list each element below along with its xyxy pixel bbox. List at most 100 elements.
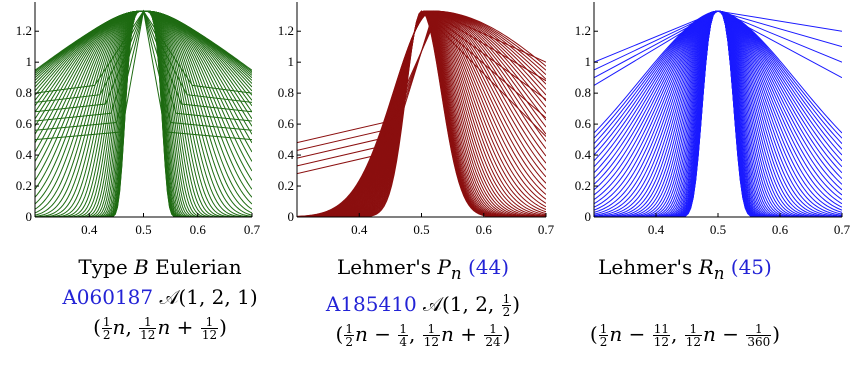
caption-title: Lehmer's Pn (44) bbox=[336, 255, 510, 283]
series-line bbox=[594, 10, 842, 217]
series-line bbox=[594, 10, 842, 217]
series-line bbox=[35, 10, 252, 217]
series-line bbox=[35, 10, 252, 217]
x-tick-label: 0.5 bbox=[135, 222, 151, 237]
series-line bbox=[594, 10, 842, 217]
series-line bbox=[594, 10, 842, 217]
y-tick-label: 0.4 bbox=[16, 147, 33, 162]
y-tick-label: 0.6 bbox=[575, 116, 592, 131]
series-line bbox=[297, 22, 546, 144]
x-tick-label: 0.5 bbox=[710, 222, 726, 237]
x-tick-label: 0.6 bbox=[772, 222, 789, 237]
x-tick-label: 0.7 bbox=[538, 222, 555, 237]
series-line bbox=[594, 10, 842, 217]
series-line bbox=[594, 10, 842, 200]
series-line bbox=[297, 13, 546, 167]
series-line bbox=[594, 10, 842, 217]
series-line bbox=[35, 10, 252, 217]
series-line bbox=[594, 10, 842, 217]
series-line bbox=[594, 10, 842, 217]
caption-title: Type B Eulerian bbox=[78, 255, 242, 279]
y-tick-label: 0.6 bbox=[16, 116, 33, 131]
caption-lehmer-r: Lehmer's Rn (45) (1 2 n − 11 12, 1 12 n − 1 36… bbox=[560, 252, 810, 349]
series-line bbox=[35, 10, 252, 217]
series-line bbox=[35, 10, 252, 190]
series-line bbox=[35, 10, 252, 217]
series-line bbox=[594, 10, 842, 217]
caption-type-b-eulerian: Type B Eulerian A060187 𝒜(1, 2, 1) (1 2 n,… bbox=[35, 252, 285, 342]
sequence-params: 𝒜(1, 2, 1 2) bbox=[423, 292, 521, 319]
series-line bbox=[594, 10, 842, 217]
series-line bbox=[594, 10, 842, 217]
y-tick-label: 0.8 bbox=[575, 85, 591, 100]
chart-panel-1: 0.4 0.5 0.6 0.7 0 0.2 0.4 0.6 0.8 1 1.2 bbox=[16, 2, 261, 237]
series-line bbox=[594, 10, 842, 217]
equation-ref-link[interactable]: (44) bbox=[467, 255, 510, 279]
equation-ref-link[interactable]: (45) bbox=[730, 255, 772, 279]
series-line bbox=[35, 10, 252, 172]
x-tick-label: 0.6 bbox=[190, 222, 207, 237]
series-line bbox=[594, 10, 842, 217]
series-line bbox=[594, 10, 842, 71]
series-line bbox=[594, 10, 842, 217]
caption-parameters: (1 2 n, 1 12 n + 1 12) bbox=[93, 315, 227, 342]
series-group bbox=[35, 9, 252, 217]
sequence-link[interactable]: A060187 bbox=[62, 285, 154, 309]
series-line bbox=[594, 10, 842, 217]
series-line bbox=[35, 10, 252, 217]
series-line bbox=[35, 10, 252, 107]
y-tick-label: 1 bbox=[26, 54, 33, 69]
chart-panel-3: 0.4 0.5 0.6 0.7 0 0.2 0.4 0.6 0.8 1 1.2 bbox=[575, 2, 851, 237]
series-line bbox=[594, 10, 842, 213]
series-line bbox=[594, 10, 842, 217]
series-line bbox=[594, 10, 842, 217]
series-line bbox=[594, 10, 842, 217]
series-line bbox=[35, 10, 252, 74]
series-line bbox=[35, 10, 252, 217]
series-line bbox=[35, 10, 252, 217]
chart-panel-2: 0.4 0.5 0.6 0.7 0 0.2 0.4 0.6 0.8 1 1.2 bbox=[278, 2, 555, 237]
series-line bbox=[35, 10, 252, 217]
y-tick-label: 0.8 bbox=[16, 85, 32, 100]
caption-sequence: A060187 𝒜(1, 2, 1) bbox=[35, 282, 285, 312]
y-tick-label: 0.4 bbox=[575, 147, 592, 162]
figure-panels: 0.4 0.5 0.6 0.7 0 0.2 0.4 0.6 0.8 1 1.2 0.4 0.5 0.6 0.… bbox=[16, 2, 851, 237]
series-line bbox=[297, 10, 546, 175]
series-line bbox=[35, 10, 252, 217]
series-line bbox=[594, 10, 842, 63]
series-line bbox=[594, 10, 842, 217]
sequence-link[interactable]: A185410 bbox=[325, 292, 417, 316]
series-line bbox=[594, 10, 842, 217]
series-line bbox=[594, 10, 842, 217]
y-tick-label: 1.2 bbox=[16, 23, 32, 38]
series-line bbox=[35, 10, 252, 217]
series-line bbox=[35, 10, 252, 217]
x-tick-label: 0.6 bbox=[476, 222, 493, 237]
series-line bbox=[35, 10, 252, 217]
y-tick-label: 0.8 bbox=[278, 85, 294, 100]
series-line bbox=[594, 10, 842, 217]
y-tick-label: 0.6 bbox=[278, 116, 295, 131]
y-tick-label: 1.2 bbox=[278, 23, 294, 38]
series-line bbox=[594, 10, 842, 217]
series-line bbox=[594, 10, 842, 217]
series-line bbox=[594, 10, 842, 139]
series-line bbox=[35, 10, 252, 217]
series-line bbox=[35, 10, 252, 162]
series-line bbox=[35, 10, 252, 217]
y-tick-label: 0 bbox=[585, 209, 592, 224]
x-tick-label: 0.7 bbox=[834, 222, 851, 237]
series-line bbox=[594, 10, 842, 79]
series-line bbox=[35, 10, 252, 217]
series-line bbox=[594, 10, 842, 86]
series-line bbox=[297, 16, 546, 159]
y-tick-label: 0.2 bbox=[16, 178, 32, 193]
series-line bbox=[35, 10, 252, 210]
x-tick-label: 0.7 bbox=[244, 222, 261, 237]
caption-title: Lehmer's Rn (45) bbox=[598, 255, 772, 283]
sequence-params: 𝒜(1, 2, 1) bbox=[159, 285, 258, 309]
x-tick-label: 0.4 bbox=[81, 222, 98, 237]
series-line bbox=[594, 10, 842, 217]
series-line bbox=[594, 10, 842, 156]
series-line bbox=[594, 10, 842, 217]
